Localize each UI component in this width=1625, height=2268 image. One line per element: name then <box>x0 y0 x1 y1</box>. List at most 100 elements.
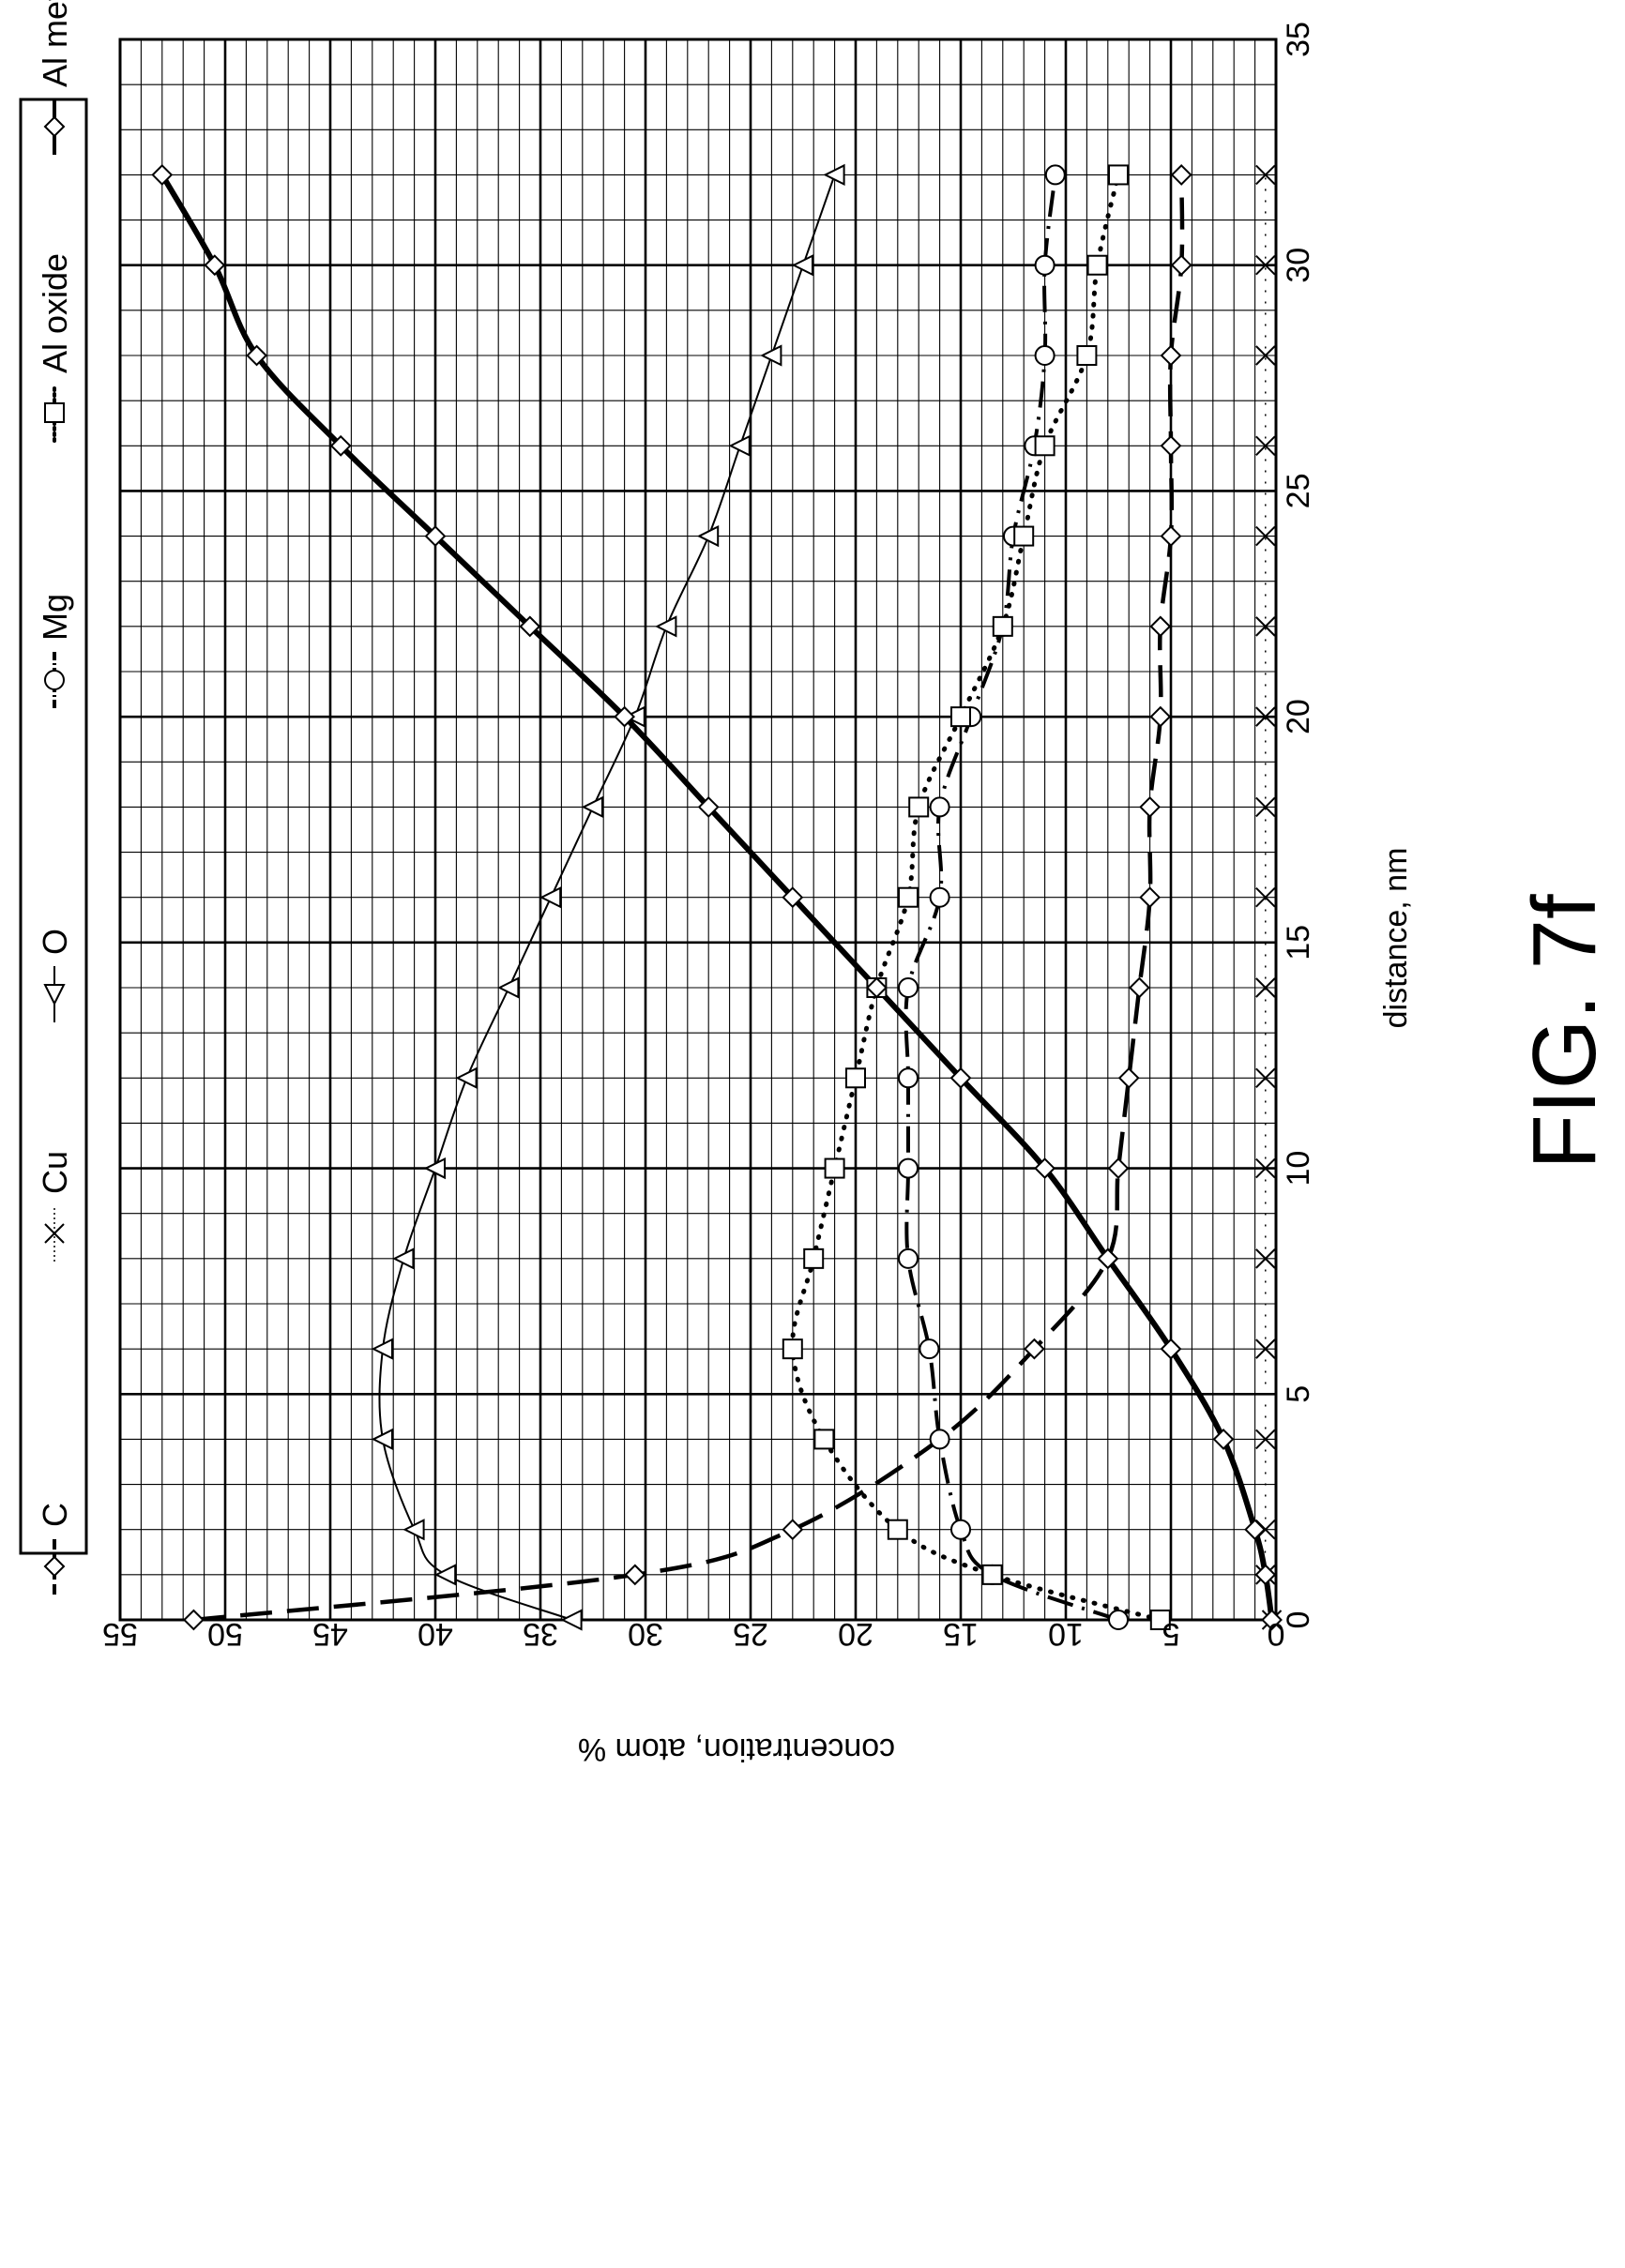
y-axis-label: concentration, atom % <box>578 1731 895 1767</box>
data-point-al-metal <box>697 796 720 818</box>
data-point-al-oxide <box>1076 345 1098 366</box>
data-point-o <box>696 524 720 548</box>
data-point-al-oxide <box>824 1157 845 1179</box>
data-point-al-metal <box>1261 1609 1283 1631</box>
data-point-o <box>392 1247 415 1270</box>
x-tick-label: 35 <box>1281 22 1316 57</box>
data-point-c <box>1160 434 1182 457</box>
legend-marker <box>44 1223 65 1244</box>
data-point-cu <box>1255 1248 1276 1269</box>
data-point-al-metal <box>1212 1429 1235 1450</box>
data-point-cu <box>1255 255 1276 276</box>
data-point-al-oxide <box>950 706 971 728</box>
series-line-al-oxide <box>790 172 1163 1620</box>
data-point-c <box>1107 1157 1130 1179</box>
data-point-o <box>455 1066 478 1089</box>
x-tick-label: 20 <box>1281 699 1316 734</box>
data-point-c <box>1149 705 1172 728</box>
y-tick-label: 30 <box>628 1616 663 1652</box>
series-line-al-metal <box>159 173 1275 1620</box>
data-point-o <box>371 1338 393 1360</box>
legend-item-cu: Cu <box>36 1151 74 1262</box>
x-tick-label: 0 <box>1281 1611 1316 1629</box>
data-point-cu <box>1255 1067 1276 1088</box>
x-axis-label: distance, nm <box>1378 848 1414 1029</box>
data-point-cu <box>1255 977 1276 998</box>
data-point-al-oxide <box>782 1338 803 1360</box>
legend-item-al-metal: Al metal <box>36 0 74 155</box>
legend-marker <box>43 1555 66 1578</box>
data-point-cu <box>1255 345 1276 366</box>
data-point-al-metal <box>1160 1338 1182 1360</box>
data-point-al-metal <box>519 615 541 638</box>
data-point-al-oxide <box>908 796 930 818</box>
data-point-o <box>371 1428 393 1451</box>
data-point-o <box>497 976 520 999</box>
data-point-al-oxide <box>898 886 919 908</box>
data-point-c <box>1023 1338 1045 1360</box>
data-point-o <box>760 344 782 367</box>
data-point-al-oxide <box>1013 525 1035 547</box>
data-point-o <box>791 254 813 277</box>
data-point-c <box>1128 976 1150 999</box>
y-tick-label: 40 <box>418 1616 453 1652</box>
data-point-al-oxide <box>981 1564 1003 1585</box>
data-point-al-metal <box>1034 1157 1056 1179</box>
data-point-o <box>433 1564 457 1586</box>
data-point-o <box>581 795 603 819</box>
y-tick-label: 45 <box>312 1616 348 1652</box>
data-point-c <box>624 1564 646 1586</box>
data-point-al-oxide <box>992 615 1013 637</box>
data-point-cu <box>1255 435 1276 456</box>
legend-label: Al metal <box>36 0 74 87</box>
legend-label: Mg <box>36 594 74 641</box>
x-tick-labels: 0 5 10 15 20 25 30 35 <box>1281 22 1316 1628</box>
legend-marker <box>44 670 65 690</box>
data-point-al-metal <box>246 344 268 367</box>
data-point-cu <box>1255 525 1276 547</box>
data-point-mg <box>929 886 950 908</box>
x-tick-label: 15 <box>1281 925 1316 960</box>
legend-marker <box>43 115 66 138</box>
data-point-al-oxide <box>1108 164 1129 186</box>
data-point-al-oxide <box>845 1067 866 1089</box>
x-tick-label: 10 <box>1281 1151 1316 1187</box>
data-point-al-oxide <box>813 1429 835 1450</box>
data-point-cu <box>1255 1429 1276 1450</box>
data-point-al-metal <box>424 525 447 547</box>
data-point-mg <box>929 1429 950 1450</box>
data-point-al-metal <box>949 1066 972 1089</box>
data-point-c <box>1170 254 1192 277</box>
y-tick-label: 10 <box>1048 1616 1084 1652</box>
data-point-mg <box>898 1157 919 1179</box>
data-point-al-oxide <box>803 1247 825 1269</box>
y-tick-label: 20 <box>838 1616 873 1652</box>
data-point-c <box>1117 1066 1140 1089</box>
data-point-mg <box>929 796 950 818</box>
data-point-al-metal <box>614 705 636 728</box>
x-tick-label: 5 <box>1281 1385 1316 1403</box>
data-point-cu <box>1255 796 1276 818</box>
data-point-al-metal <box>151 164 174 186</box>
data-point-o <box>423 1157 446 1180</box>
data-point-c <box>1170 164 1192 186</box>
data-point-mg <box>898 1247 919 1269</box>
data-point-cu <box>1255 164 1276 186</box>
data-point-c <box>1139 796 1162 818</box>
data-point-c <box>182 1609 205 1631</box>
figure-label: FIG. 7f <box>1514 894 1615 1170</box>
data-point-mg <box>1108 1610 1129 1630</box>
data-point-mg <box>950 1519 971 1540</box>
data-point-c <box>1139 886 1162 909</box>
data-point-c <box>1160 344 1182 367</box>
legend-label: Cu <box>36 1151 74 1194</box>
data-point-mg <box>1034 254 1055 276</box>
legend-marker <box>43 984 66 1006</box>
data-point-c <box>1149 615 1172 638</box>
y-tick-label: 25 <box>733 1616 768 1652</box>
y-tick-label: 35 <box>523 1616 558 1652</box>
legend-item-o: O <box>36 929 74 1022</box>
data-point-al-oxide <box>1149 1610 1171 1630</box>
data-point-o <box>655 615 677 638</box>
data-point-cu <box>1255 616 1276 637</box>
